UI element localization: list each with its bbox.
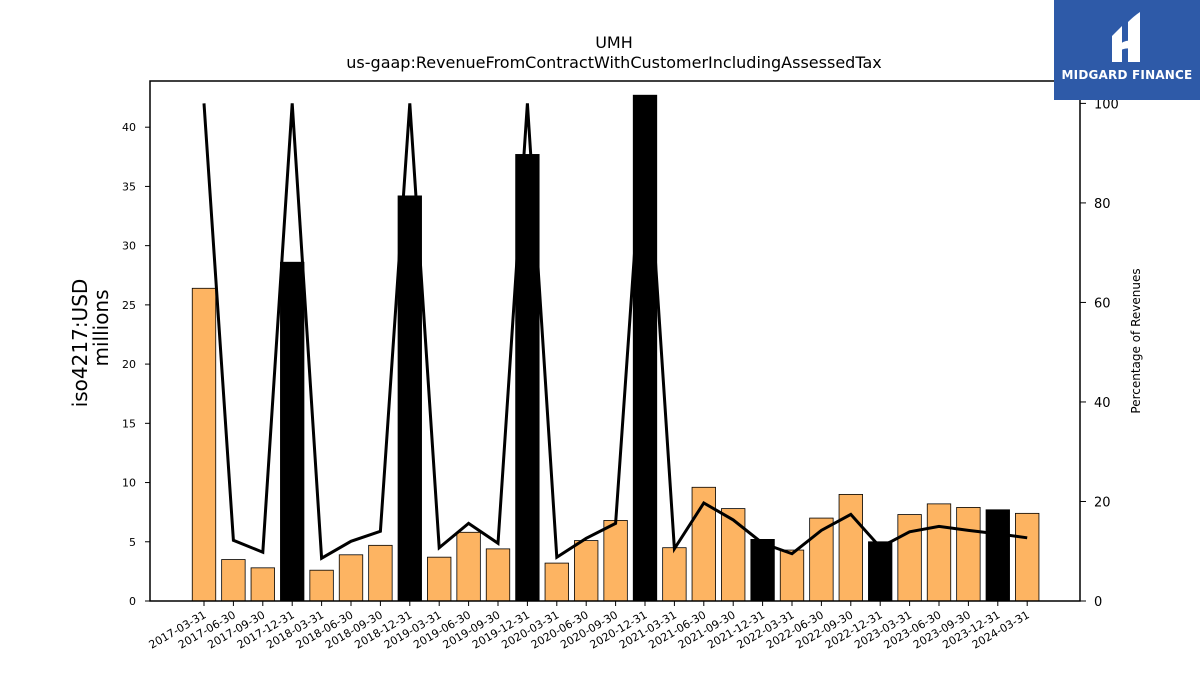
y2-tick-label: 40 bbox=[1094, 396, 1111, 411]
y2-tick-label: 100 bbox=[1094, 97, 1119, 112]
y-tick-label: 20 bbox=[122, 358, 136, 371]
logo: MIDGARD FINANCE bbox=[1054, 0, 1200, 100]
y-tick-label: 0 bbox=[129, 595, 136, 608]
bar bbox=[544, 562, 569, 602]
bar bbox=[662, 547, 687, 602]
percentage-line bbox=[202, 103, 1028, 561]
bar bbox=[427, 556, 452, 602]
bar bbox=[397, 195, 422, 602]
bars-group bbox=[191, 94, 1040, 602]
bar bbox=[250, 567, 275, 602]
bar bbox=[191, 287, 217, 602]
plot-frame bbox=[149, 80, 1081, 602]
bar bbox=[603, 520, 628, 602]
y-tick-label: 35 bbox=[122, 180, 136, 193]
bar bbox=[632, 94, 658, 602]
bar bbox=[338, 554, 364, 602]
y-axis-label: iso4217:USD bbox=[68, 279, 92, 408]
bar bbox=[897, 514, 922, 602]
y-tick-label: 30 bbox=[122, 240, 136, 253]
bar bbox=[368, 544, 393, 602]
logo-mark-icon bbox=[1112, 12, 1140, 62]
y-tick-label: 5 bbox=[129, 536, 136, 549]
bar bbox=[485, 548, 511, 602]
bar bbox=[838, 493, 863, 602]
bar bbox=[868, 541, 893, 602]
bar bbox=[956, 507, 981, 602]
y-tick-label: 25 bbox=[122, 299, 136, 312]
bar bbox=[721, 508, 746, 602]
y2-tick-label: 80 bbox=[1094, 197, 1111, 212]
y-axis-left: 0 5 10 15 20 25 30 35 40 bbox=[122, 121, 150, 608]
bar bbox=[779, 549, 805, 602]
y-tick-label: 10 bbox=[122, 477, 136, 490]
bar bbox=[280, 261, 305, 602]
chart-title: UMH bbox=[595, 33, 633, 52]
y2-tick-label: 60 bbox=[1094, 296, 1111, 311]
chart-subtitle: us-gaap:RevenueFromContractWithCustomerI… bbox=[346, 53, 881, 72]
y-tick-label: 15 bbox=[122, 417, 136, 430]
y2-tick-label: 20 bbox=[1094, 495, 1111, 510]
bar bbox=[309, 569, 334, 602]
y2-tick-label: 0 bbox=[1094, 595, 1102, 610]
bar bbox=[574, 540, 599, 602]
x-axis: 2017-03-312017-06-302017-09-302017-12-31… bbox=[147, 601, 1032, 652]
y-axis-right: 0 20 40 60 80 100 bbox=[1080, 97, 1119, 610]
bar bbox=[1015, 512, 1040, 602]
bar bbox=[926, 503, 952, 602]
bar bbox=[750, 539, 775, 602]
bar bbox=[985, 509, 1010, 602]
bar bbox=[456, 531, 481, 602]
y2-axis-label: Percentage of Revenues bbox=[1129, 268, 1143, 413]
line-group bbox=[202, 103, 1028, 561]
y-axis-label-unit: millions bbox=[89, 289, 113, 366]
bar bbox=[221, 559, 246, 602]
y-tick-label: 40 bbox=[122, 121, 136, 134]
logo-text: MIDGARD FINANCE bbox=[1061, 68, 1193, 82]
